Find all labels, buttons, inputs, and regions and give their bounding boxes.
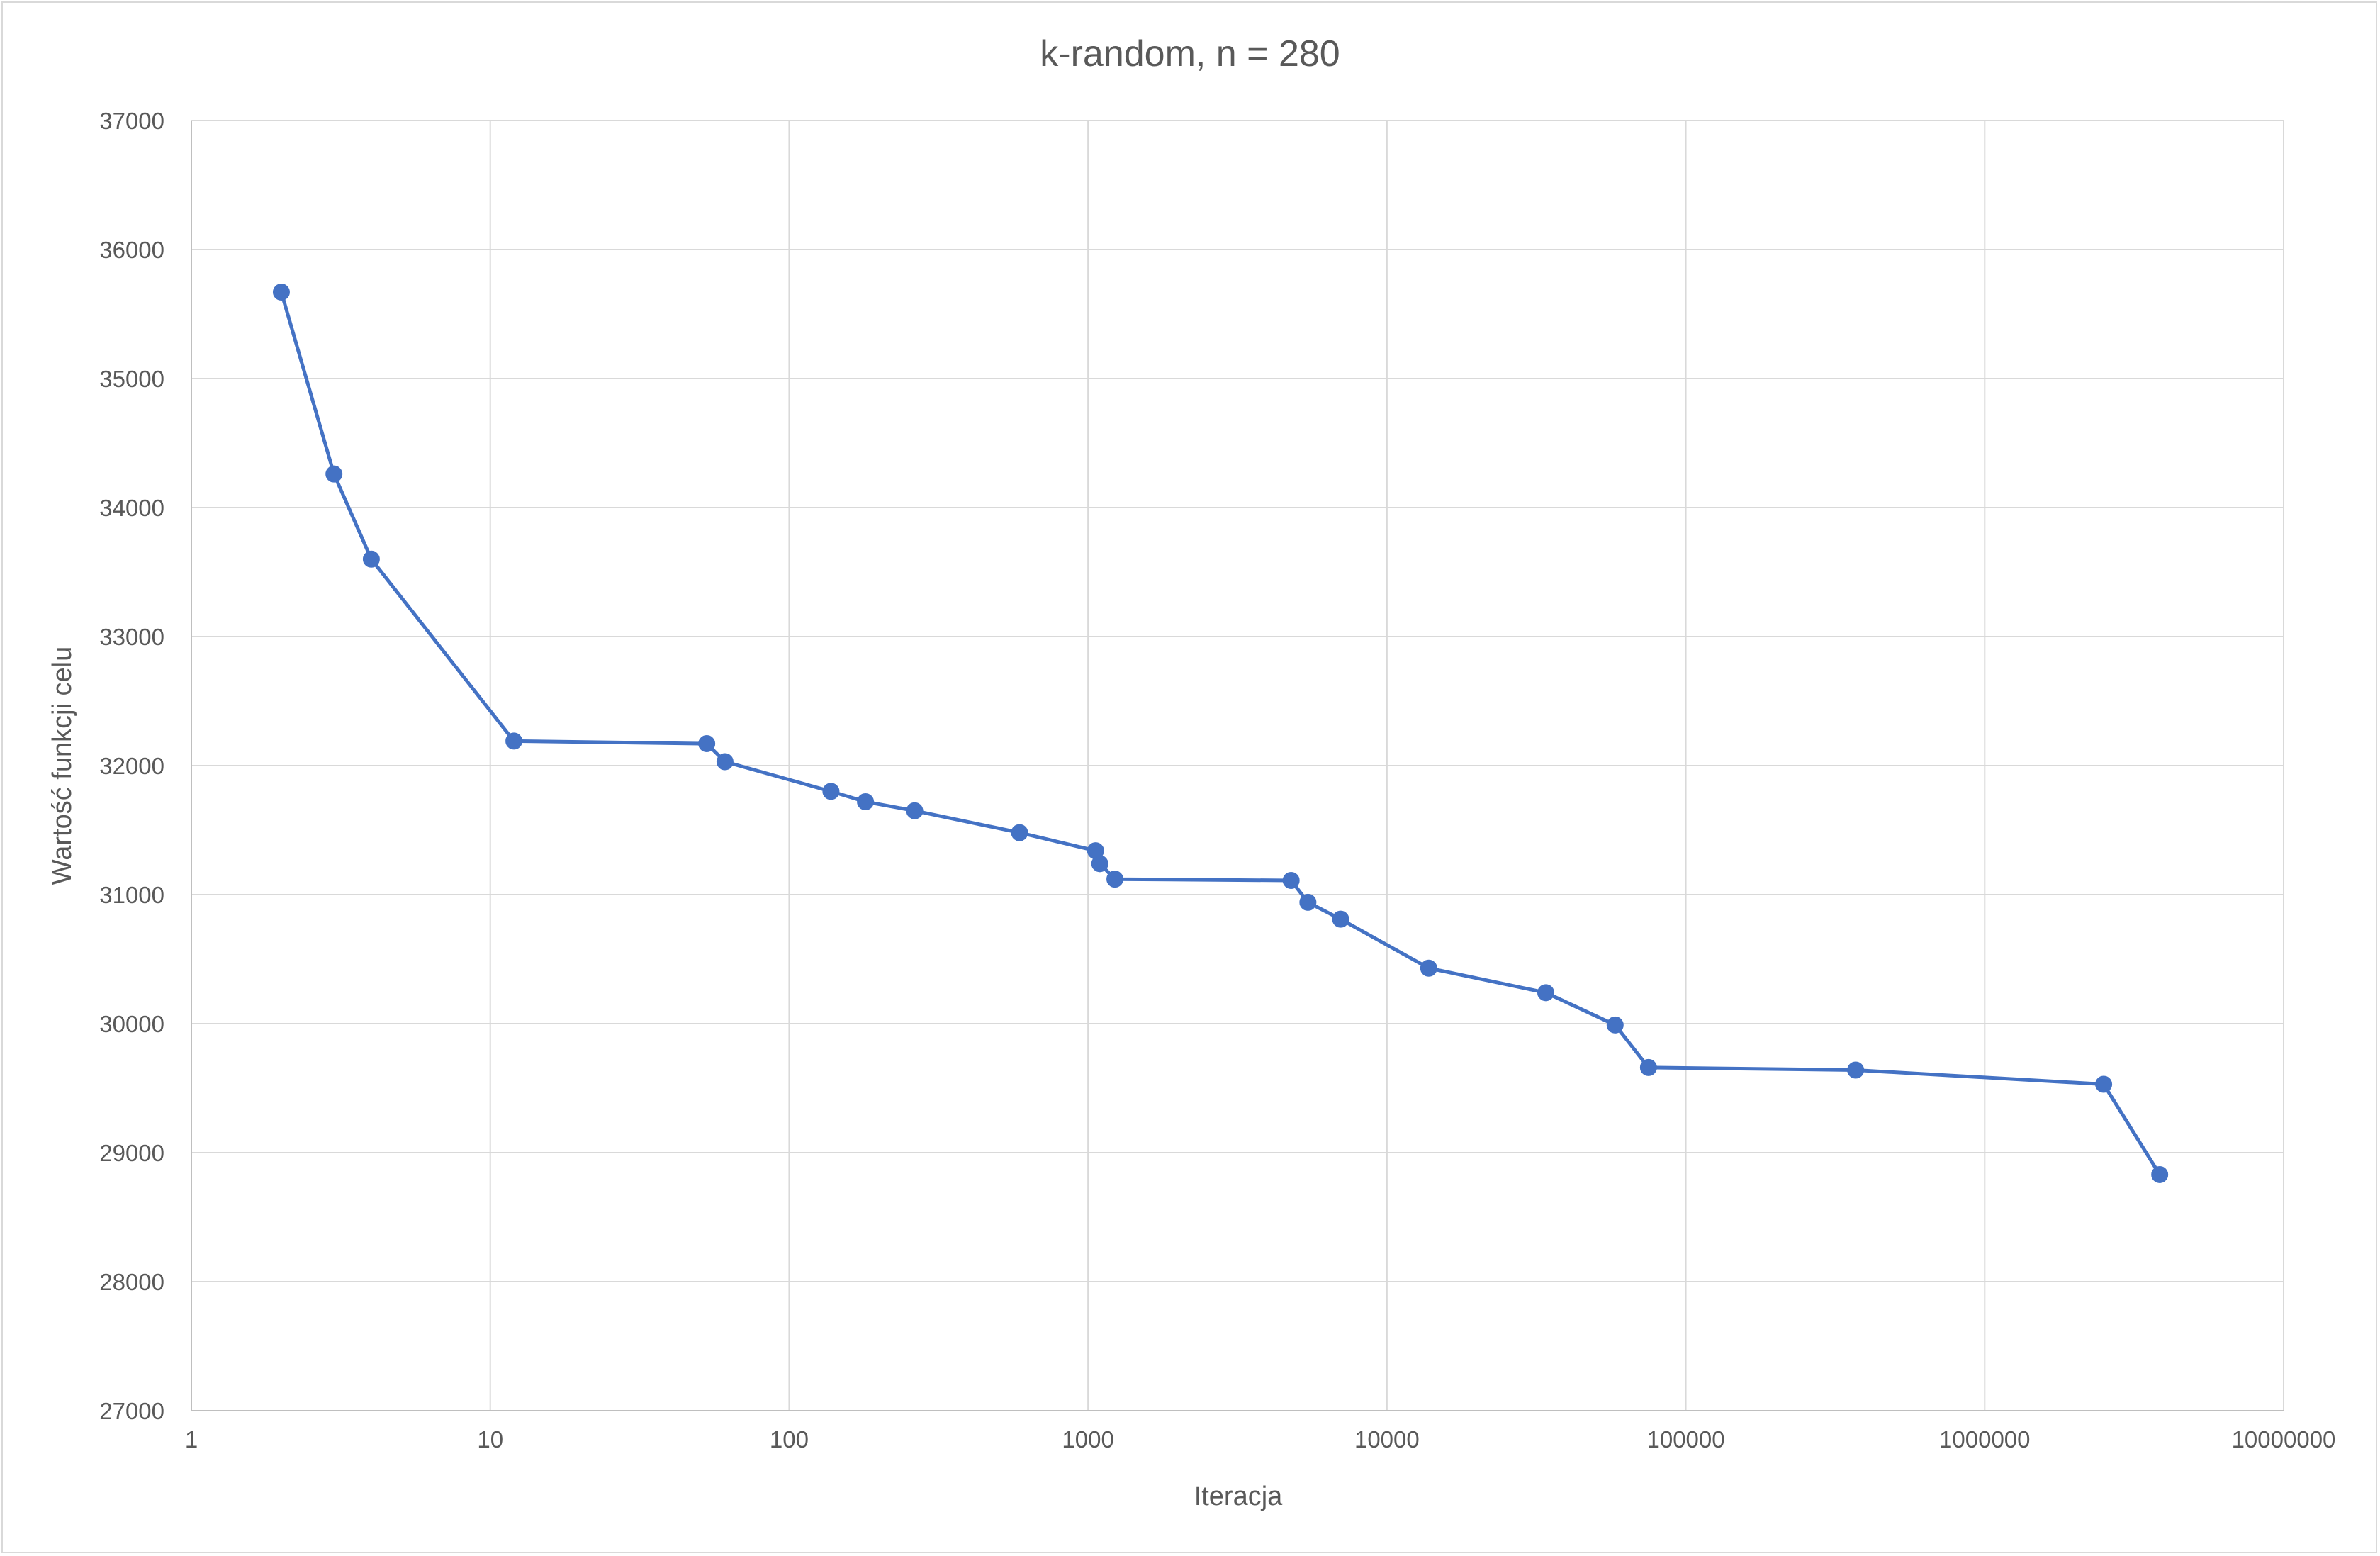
grid-lines: [191, 120, 2284, 1411]
y-tick-label: 30000: [99, 1011, 164, 1037]
data-point: [1091, 855, 1108, 873]
data-point: [1332, 910, 1349, 928]
data-point: [362, 550, 380, 568]
axes: [191, 121, 2284, 1411]
x-tick-label: 100000: [1647, 1426, 1725, 1453]
y-tick-label: 32000: [99, 753, 164, 779]
data-point: [1639, 1058, 1657, 1076]
x-tick-label: 1000000: [1939, 1426, 2030, 1453]
x-tick-label: 10000: [1354, 1426, 1420, 1453]
data-point: [716, 753, 734, 771]
y-tick-label: 34000: [99, 495, 164, 521]
series-line: [279, 291, 2162, 1176]
y-tick-label: 33000: [99, 624, 164, 650]
y-tick-label: 28000: [99, 1269, 164, 1295]
data-point: [1011, 824, 1028, 841]
x-tick-label: 10000000: [2232, 1426, 2336, 1453]
data-point: [272, 284, 290, 301]
data-point: [1106, 871, 1124, 888]
x-tick-label: 10: [477, 1426, 503, 1453]
data-point: [1282, 871, 1300, 889]
data-series: [272, 284, 2169, 1183]
data-point: [906, 802, 924, 819]
data-point: [857, 793, 875, 810]
y-axis-title: Wartość funkcji celu: [47, 647, 77, 885]
x-tick-label: 1000: [1062, 1426, 1113, 1453]
data-point: [822, 783, 840, 800]
data-point: [1537, 984, 1554, 1002]
y-tick-label: 29000: [99, 1140, 164, 1166]
y-tick-label: 35000: [99, 366, 164, 392]
y-tick-label: 31000: [99, 882, 164, 908]
data-point: [2151, 1165, 2169, 1183]
y-tick-label: 37000: [99, 108, 164, 134]
data-point: [1299, 893, 1317, 911]
y-axis-tick-labels: 27000 28000 29000 30000 31000 32000 33000 34000…: [99, 108, 164, 1424]
data-point: [1606, 1016, 1624, 1034]
data-point: [325, 465, 343, 483]
x-axis-tick-labels: 1 10 100 1000 10000 100000 1000000 10000000: [185, 1426, 2336, 1453]
x-tick-label: 100: [770, 1426, 809, 1453]
data-point: [698, 735, 716, 753]
data-point: [1420, 959, 1437, 977]
data-point: [1847, 1061, 1865, 1079]
y-tick-label: 27000: [99, 1398, 164, 1424]
data-point: [2095, 1075, 2113, 1093]
chart-title: k-random, n = 280: [1040, 33, 1340, 74]
y-tick-label: 36000: [99, 237, 164, 263]
x-tick-label: 1: [185, 1426, 198, 1453]
x-axis-title: Iteracja: [1194, 1482, 1283, 1511]
data-point: [505, 732, 523, 750]
